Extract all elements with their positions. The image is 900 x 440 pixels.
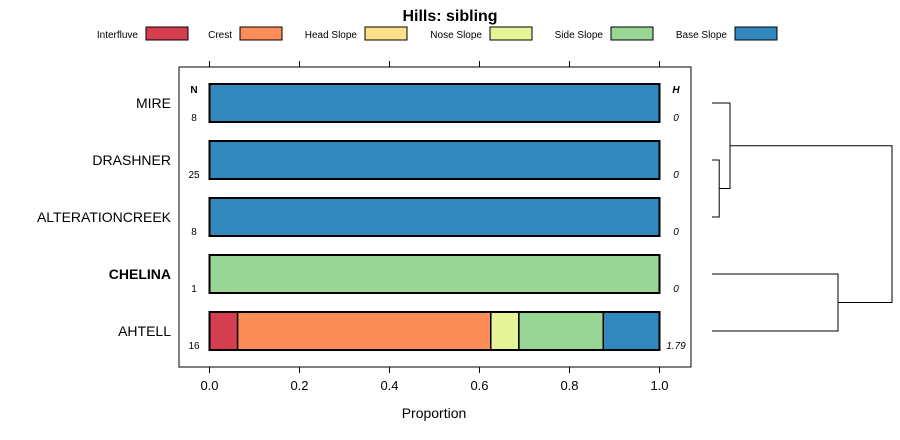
x-axis-label: Proportion bbox=[402, 405, 467, 421]
legend-swatch bbox=[734, 26, 778, 41]
row-label: ALTERATIONCREEK bbox=[37, 209, 172, 225]
plot-frame bbox=[178, 66, 692, 368]
n-header: N bbox=[190, 85, 197, 96]
n-value: 8 bbox=[191, 113, 197, 124]
x-tick-label: 1.0 bbox=[650, 378, 668, 393]
bar-segment bbox=[236, 311, 492, 351]
bar-segment bbox=[208, 83, 661, 123]
legend-label: Nose Slope bbox=[430, 30, 482, 41]
x-tick-label: 0.6 bbox=[470, 378, 488, 393]
legend-label: Base Slope bbox=[676, 30, 728, 41]
h-value: 0 bbox=[673, 284, 679, 295]
legend-label: Head Slope bbox=[305, 30, 358, 41]
legend-swatch bbox=[610, 26, 654, 41]
legend-swatch bbox=[489, 26, 533, 41]
n-value: 25 bbox=[188, 170, 200, 181]
h-value: 1.79 bbox=[666, 341, 686, 352]
legend-label: Side Slope bbox=[555, 30, 604, 41]
bar-outline bbox=[208, 311, 661, 351]
row-label: CHELINA bbox=[109, 266, 171, 282]
row-label: DRASHNER bbox=[92, 152, 171, 168]
legend-label: Interfluve bbox=[97, 30, 139, 41]
h-value: 0 bbox=[673, 170, 679, 181]
chart-title: Hills: sibling bbox=[402, 8, 497, 25]
bar-segment bbox=[518, 311, 604, 351]
legend-swatch bbox=[364, 26, 408, 41]
dendrogram bbox=[712, 102, 893, 332]
x-axis: 0.0 0.2 0.4 0.6 0.8 1.0 bbox=[200, 61, 669, 393]
n-value: 16 bbox=[188, 341, 200, 352]
x-tick-label: 0.8 bbox=[560, 378, 578, 393]
dendrogram-branch bbox=[712, 273, 839, 332]
h-value: 0 bbox=[673, 227, 679, 238]
bar-segment bbox=[602, 311, 661, 351]
row-label: MIRE bbox=[136, 95, 171, 111]
bar-segment bbox=[208, 254, 661, 294]
bar-outline bbox=[208, 140, 661, 180]
legend-swatch bbox=[239, 26, 283, 41]
bar-segment bbox=[208, 197, 661, 237]
bar-outline bbox=[208, 254, 661, 294]
n-value: 8 bbox=[191, 227, 197, 238]
n-value: 1 bbox=[191, 284, 197, 295]
row-labels: MIRE DRASHNER ALTERATIONCREEK CHELINA AHTELL bbox=[37, 95, 172, 339]
h-header: H bbox=[672, 85, 680, 96]
h-value: 0 bbox=[673, 113, 679, 124]
dendrogram-branch bbox=[730, 145, 893, 303]
bar-outline bbox=[208, 197, 661, 237]
row-label: AHTELL bbox=[118, 323, 171, 339]
bar-segment bbox=[208, 311, 239, 351]
bar-segment bbox=[208, 140, 661, 180]
bars: 8 0 25 0 8 0 1 0 16 1.79 bbox=[188, 83, 686, 352]
x-tick-label: 0.0 bbox=[200, 378, 218, 393]
dendrogram-branch bbox=[712, 102, 731, 189]
bar-outline bbox=[208, 83, 661, 123]
legend-label: Crest bbox=[208, 30, 232, 41]
x-tick-label: 0.4 bbox=[380, 378, 398, 393]
dendrogram-branch bbox=[712, 159, 720, 218]
bar-segment bbox=[490, 311, 520, 351]
legend: Interfluve Crest Head Slope Nose Slope Side … bbox=[97, 26, 778, 41]
legend-swatch bbox=[145, 26, 189, 41]
x-tick-label: 0.2 bbox=[290, 378, 308, 393]
